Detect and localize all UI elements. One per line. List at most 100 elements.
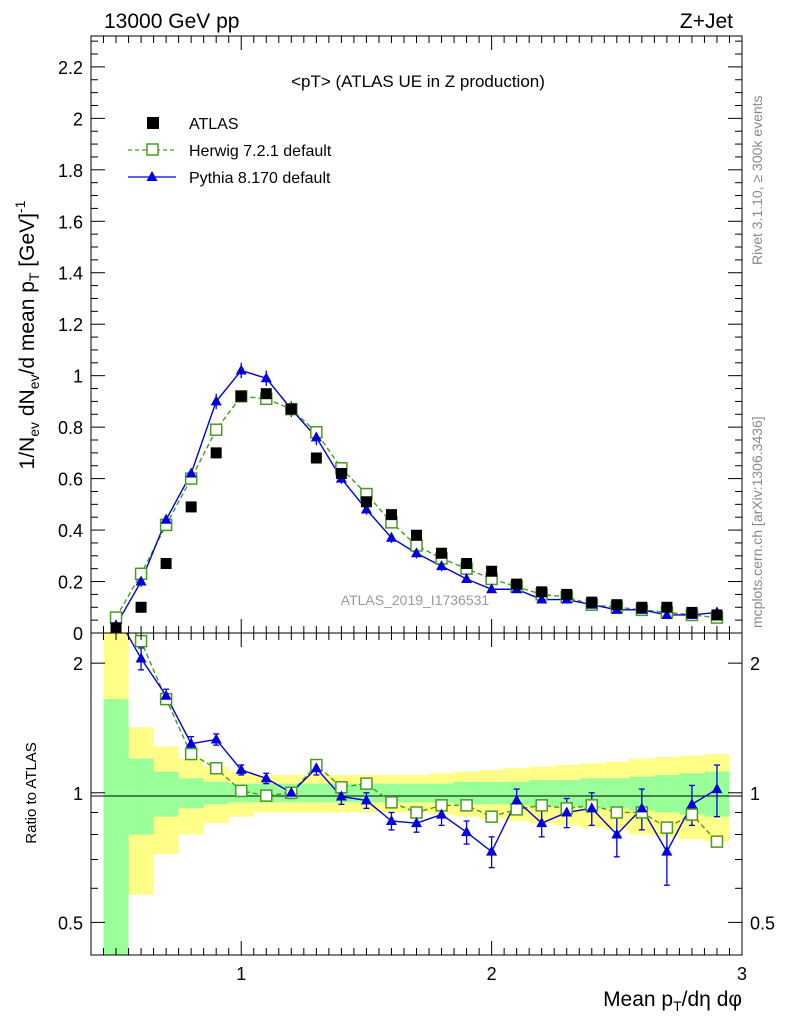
ratio-panel: 0.5 0.5 1 1 2 2 1 2 3	[58, 602, 775, 984]
pythia-point	[486, 583, 498, 594]
pythia-ratio-point	[536, 817, 548, 828]
process-label: Z+Jet	[680, 10, 733, 33]
pythia-point	[310, 431, 322, 442]
pythia-ratio-point	[511, 794, 523, 805]
atlas-point	[335, 467, 347, 479]
herwig-ratio-point	[234, 784, 248, 798]
legend-atlas-label: ATLAS	[189, 116, 239, 133]
band-inner	[203, 781, 229, 805]
ratio-series	[111, 602, 724, 886]
xtick-label: 3	[737, 964, 747, 984]
rivet-label: Rivet 3.1.10, ≥ 300k events	[749, 95, 765, 265]
energy-label: 13000 GeV pp	[104, 10, 239, 33]
ylabel-sub-1: ev	[26, 422, 42, 437]
atlas-point	[686, 606, 698, 618]
herwig-ratio-point	[360, 777, 373, 790]
main-ytick-label: 0.2	[58, 573, 83, 593]
atlas-point	[611, 599, 623, 611]
herwig-point	[209, 423, 223, 436]
ratio-y-axis-title: Ratio to ATLAS	[23, 742, 40, 843]
ylabel-sub-2: ev	[26, 374, 42, 389]
band-inner	[429, 783, 455, 803]
herwig-ratio-point	[485, 810, 498, 823]
atlas-point	[185, 501, 197, 513]
ratio-ytick-label-left: 0.5	[58, 913, 83, 933]
atlas-point	[285, 403, 297, 415]
xlabel-part-1: Mean p	[603, 988, 673, 1011]
ratio-ytick-label-right: 1	[750, 784, 760, 804]
pythia-ratio-point	[561, 806, 573, 817]
atlas-point	[436, 547, 448, 559]
pythia-point	[160, 513, 172, 524]
herwig-ratio-point	[111, 602, 122, 613]
main-ytick-label: 0.6	[58, 470, 83, 490]
herwig-ratio-point	[535, 799, 548, 812]
pythia-ratio-point	[411, 817, 422, 828]
ylabel-part-3: /d mean p	[16, 281, 39, 374]
band-inner	[378, 783, 404, 803]
main-x-ticks	[90, 36, 743, 633]
band-inner	[654, 774, 680, 813]
pythia-point	[185, 467, 197, 478]
herwig-ratio-point	[410, 806, 423, 819]
xlabel-part-2: /dη dφ	[682, 988, 742, 1011]
herwig-ratio-point	[510, 803, 523, 816]
pythia-ratio-point	[686, 798, 698, 809]
plot-title: <pT> (ATLAS UE in Z production)	[291, 72, 545, 91]
pythia-point	[461, 572, 473, 583]
pythia-point	[260, 372, 272, 383]
atlas-point	[260, 388, 272, 400]
band-inner	[604, 778, 630, 809]
legend-atlas-marker	[147, 117, 159, 129]
main-ytick-label: 1.6	[58, 212, 83, 232]
ratio-y-axis: 0.5 0.5 1 1 2 2	[58, 654, 775, 933]
legend: ATLAS Herwig 7.2.1 default Pythia 8.170 …	[128, 116, 332, 187]
ylabel-part-2: dN	[16, 389, 39, 422]
herwig-ratio-point	[660, 821, 674, 834]
main-ytick-label: 2	[73, 109, 83, 129]
pythia-ratio-point	[310, 762, 322, 773]
pythia-point	[436, 560, 448, 571]
pythia-ratio-point	[260, 772, 272, 783]
atlas-point	[411, 529, 422, 541]
source-label: mcplots.cern.ch [arXiv:1306.3436]	[749, 416, 765, 628]
herwig-ratio-point	[685, 808, 699, 821]
atlas-point	[310, 452, 322, 464]
atlas-point	[160, 558, 172, 570]
atlas-point	[486, 565, 498, 577]
pythia-ratio-point	[360, 794, 372, 805]
ylabel-part-4: [GeV]	[16, 213, 39, 273]
xlabel-sub: T	[673, 998, 682, 1014]
ylabel-sup: -1	[12, 200, 28, 213]
legend-pythia-marker	[146, 171, 158, 181]
herwig-ratio-point	[710, 835, 724, 848]
legend-herwig-label: Herwig 7.2.1 default	[189, 143, 332, 160]
atlas-point	[210, 447, 222, 459]
pythia-ratio-point	[611, 828, 623, 839]
atlas-point	[636, 601, 648, 613]
ylabel-sub-3: T	[26, 272, 42, 281]
main-ytick-label: 1.4	[58, 264, 83, 284]
pythia-ratio-point	[335, 790, 347, 801]
atlas-point	[110, 622, 122, 633]
band-inner	[303, 783, 329, 803]
main-series	[109, 362, 724, 633]
atlas-point	[536, 586, 548, 598]
atlas-point	[360, 496, 372, 508]
band-inner	[153, 771, 179, 817]
pythia-ratio-point	[385, 814, 397, 825]
legend-pythia-label: Pythia 8.170 default	[189, 170, 331, 187]
main-ytick-label: 0.4	[58, 521, 83, 541]
pythia-ratio-point	[486, 845, 498, 856]
pythia-point	[411, 547, 422, 558]
herwig-ratio-point	[260, 789, 273, 802]
pythia-ratio-point	[285, 786, 297, 797]
main-panel: 0 0.2 0.4 0.6 0.8 1 1.2 1.4 1.6 1.8 2 2.2 <pT> (ATL…	[58, 35, 743, 644]
pythia-ratio-point	[135, 652, 147, 663]
main-ytick-label: 1.8	[58, 161, 83, 181]
pythia-point	[536, 593, 548, 604]
herwig-ratio-point	[460, 799, 473, 812]
pythia-ratio-point	[586, 802, 598, 813]
atlas-point	[511, 578, 523, 590]
